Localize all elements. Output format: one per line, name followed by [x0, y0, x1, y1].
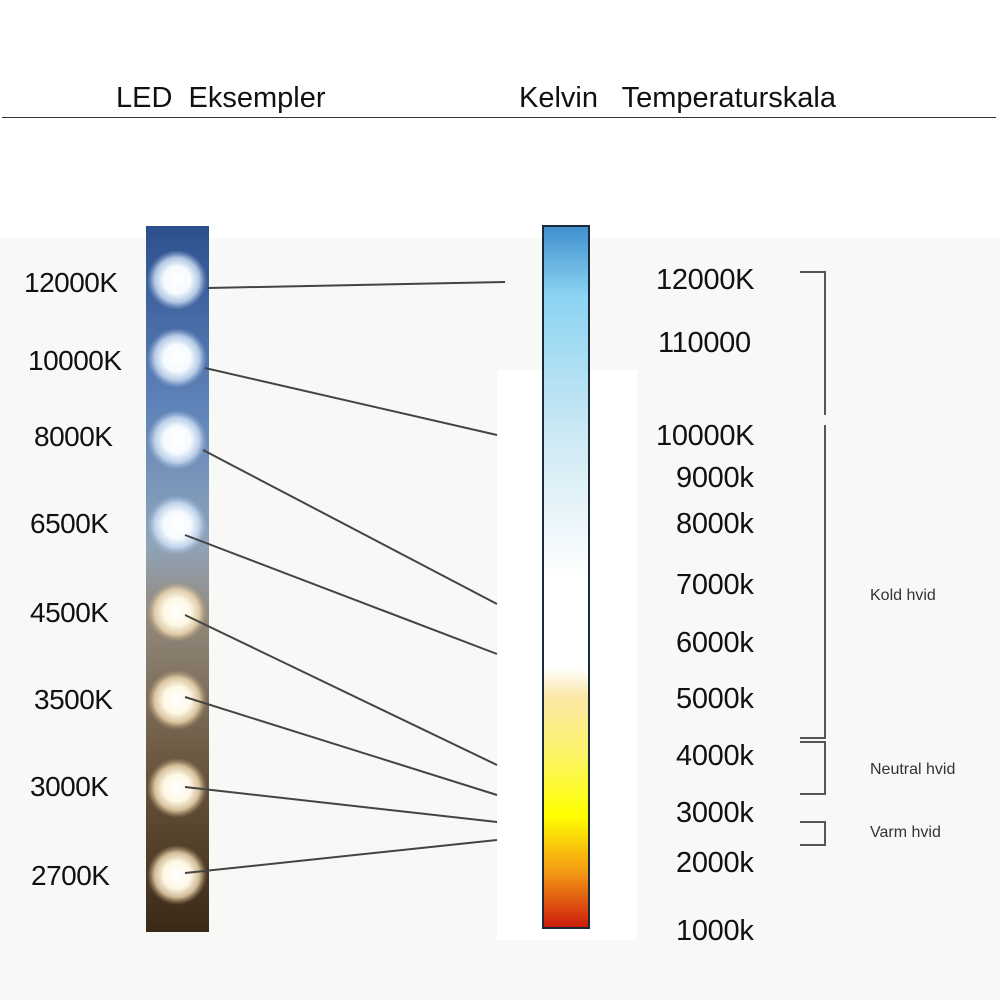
scale-label-4000k: 4000k [676, 740, 754, 772]
kelvin-scale-heading: Kelvin Temperaturskala [519, 82, 837, 114]
led-examples-heading: LED Eksempler [116, 82, 326, 114]
scale-label-9000k: 9000k [676, 462, 754, 494]
bracket-cold [800, 425, 826, 739]
connector-10000k [204, 367, 498, 436]
led-glow-6 [147, 670, 207, 730]
header-divider [2, 117, 996, 118]
connector-2700k [184, 839, 498, 874]
connector-3000k [184, 786, 498, 823]
led-glow-2 [147, 328, 207, 388]
zone-label-warm-white: Varm hvid [870, 824, 941, 841]
led-label-4500k: 4500K [30, 597, 109, 628]
kelvin-gradient-bar [542, 225, 590, 929]
connector-3500k [184, 696, 498, 796]
connector-8000k [202, 449, 498, 605]
led-glow-4 [147, 495, 207, 555]
led-label-3500k: 3500K [34, 684, 113, 715]
led-label-2700k: 2700K [31, 860, 110, 891]
scale-label-2000k: 2000k [676, 847, 754, 879]
connector-12000k [207, 281, 506, 289]
led-glow-1 [147, 250, 207, 310]
led-glow-8 [147, 845, 207, 905]
scale-label-110000: 110000 [658, 327, 751, 359]
zone-label-cold-white: Kold hvid [870, 587, 936, 604]
led-label-12000k: 12000K [24, 267, 118, 298]
led-label-3000k: 3000K [30, 771, 109, 802]
bracket-neutral [800, 741, 826, 795]
bracket-top-segment [800, 271, 826, 415]
scale-label-8000k: 8000k [676, 508, 754, 540]
bracket-warm [800, 821, 826, 846]
scale-label-7000k: 7000k [676, 569, 754, 601]
led-label-6500k: 6500K [30, 508, 109, 539]
led-glows [147, 250, 207, 905]
led-label-8000k: 8000K [34, 421, 113, 452]
scale-label-1000k: 1000k [676, 915, 754, 947]
connector-6500k [184, 534, 498, 655]
led-glow-7 [147, 758, 207, 818]
scale-label-5000k: 5000k [676, 683, 754, 715]
scale-label-10000k: 10000K [656, 420, 755, 452]
connector-lines [184, 281, 506, 874]
zone-label-neutral-white: Neutral hvid [870, 761, 956, 778]
led-label-10000k: 10000K [28, 345, 122, 376]
scale-label-6000k: 6000k [676, 627, 754, 659]
scale-label-3000k: 3000k [676, 797, 754, 829]
led-glow-5 [147, 582, 207, 642]
scale-label-12000k: 12000K [656, 264, 755, 296]
connector-4500k [184, 614, 498, 766]
led-glow-3 [147, 410, 207, 470]
